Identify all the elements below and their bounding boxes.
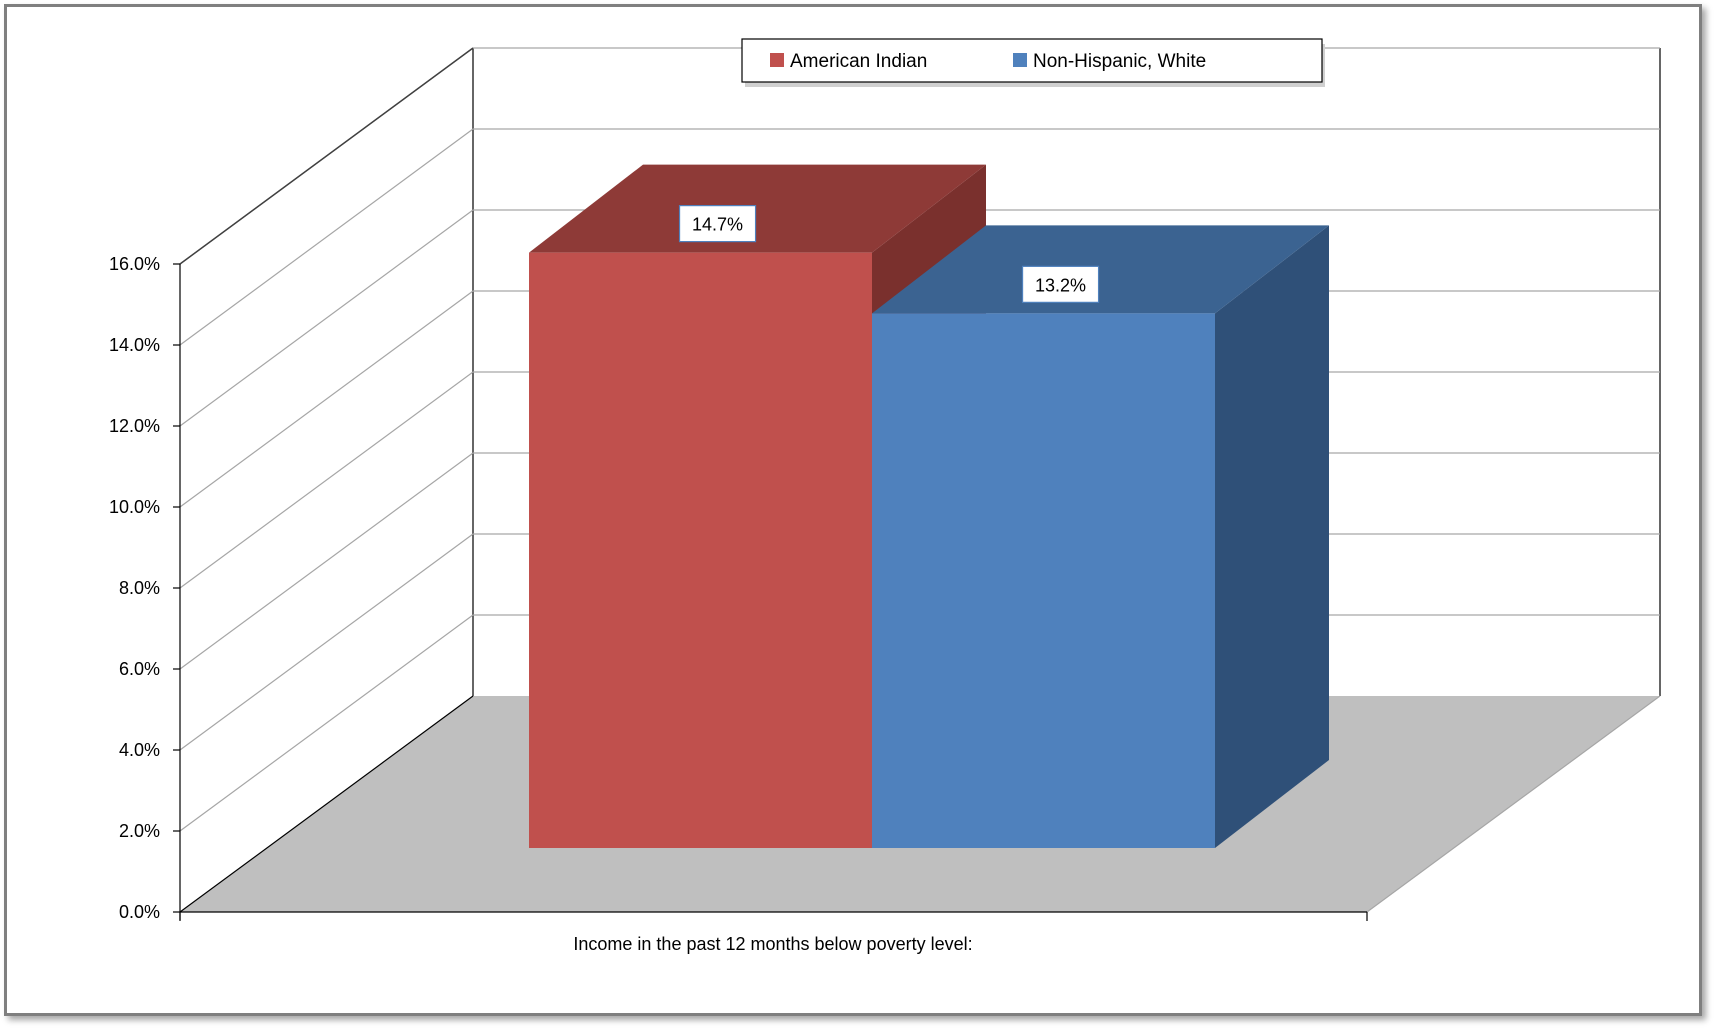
chart-svg: 0.0% 2.0% 4.0% 6.0% 8.0% 10.0% 12.0% 14.0% 16.0%… [109, 38, 1661, 954]
x-category-label: Income in the past 12 months below pover… [573, 934, 972, 954]
bar-top [529, 164, 986, 253]
y-tick-label: 4.0% [119, 740, 160, 760]
y-tick-label: 6.0% [119, 659, 160, 679]
y-tick-label: 12.0% [109, 416, 160, 436]
side-gridline [179, 614, 474, 832]
chart-frame: 0.0% 2.0% 4.0% 6.0% 8.0% 10.0% 12.0% 14.0% 16.0%… [4, 4, 1702, 1016]
legend-box [741, 38, 1323, 83]
legend-swatch [770, 53, 784, 67]
floor-left-edge [179, 695, 474, 913]
bar-side [1215, 225, 1329, 848]
data-label-box [1021, 265, 1100, 303]
y-tick-label: 2.0% [119, 821, 160, 841]
side-gridline [179, 452, 474, 670]
legend-swatch [1013, 53, 1027, 67]
legend-label: American Indian [790, 51, 927, 72]
y-tick-label: 10.0% [109, 497, 160, 517]
y-tick-label: 16.0% [109, 254, 160, 274]
side-gridline [179, 128, 474, 346]
side-gridline [179, 533, 474, 751]
floor-right-edge [1366, 695, 1661, 913]
bar [872, 313, 1215, 848]
data-labels: 14.7% 13.2% [678, 205, 1100, 303]
side-wall-top-edge [179, 47, 474, 265]
side-gridline [179, 209, 474, 427]
y-axis: 0.0% 2.0% 4.0% 6.0% 8.0% 10.0% 12.0% 14.0% 16.0% [109, 254, 181, 922]
y-tick-label: 8.0% [119, 578, 160, 598]
bar-top [872, 225, 1329, 314]
side-gridline [179, 371, 474, 589]
y-tick-label: 14.0% [109, 335, 160, 355]
data-label: 14.7% [692, 215, 743, 235]
y-tick-label: 0.0% [119, 902, 160, 922]
x-axis: Income in the past 12 months below pover… [179, 911, 1368, 954]
side-gridline [179, 290, 474, 508]
bar [529, 252, 872, 848]
data-label-box [678, 205, 757, 243]
data-label: 13.2% [1035, 275, 1086, 295]
bars [529, 164, 1329, 848]
legend-label: Non-Hispanic, White [1033, 51, 1206, 72]
legend: American Indian Non-Hispanic, White [741, 38, 1325, 87]
